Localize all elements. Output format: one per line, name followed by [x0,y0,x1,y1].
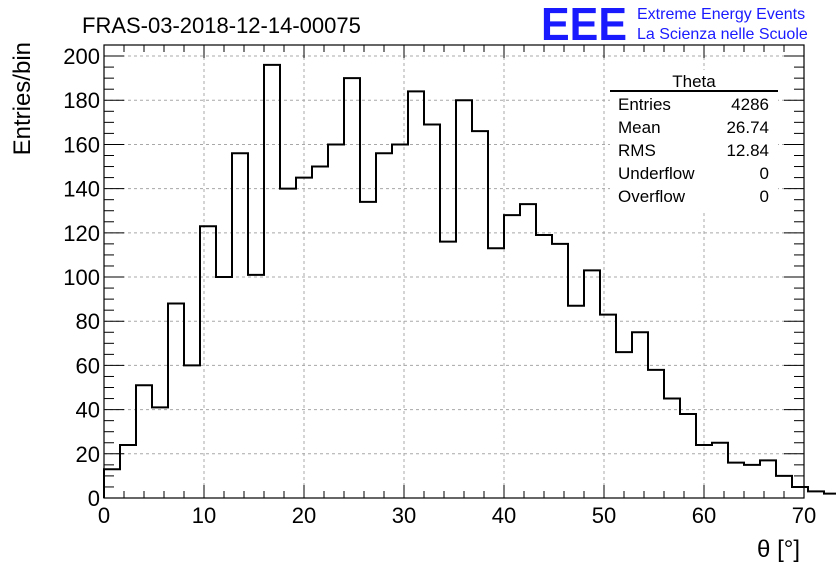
stats-box-background [610,70,778,210]
x-tick-labels: 0 10 20 30 40 50 60 70 [98,503,816,528]
histogram-bin [664,399,680,498]
histogram-bin [504,215,520,498]
plot-frame [103,44,805,499]
y-tick-label: 100 [63,265,100,290]
stats-value-entries: 4286 [731,95,769,114]
stats-label-mean: Mean [618,118,661,137]
histogram-bin [344,78,360,498]
histogram-bin [536,235,552,498]
histogram-bin [264,65,280,498]
histogram-bin [360,202,376,498]
stats-value-mean: 26.74 [726,118,769,137]
y-tick-labels: 0 20 40 60 80 100 120 140 160 180 200 [63,44,100,511]
histogram-outline [103,63,836,498]
chart-title: FRAS-03-2018-12-14-00075 [82,13,361,38]
histogram-bin [296,178,312,498]
stats-value-overflow: 0 [760,187,769,206]
histogram-bin [472,131,488,498]
histogram-bin [280,189,296,498]
x-tick-label: 60 [692,503,716,528]
eee-logo: EEE Extreme Energy Events La Scienza nel… [541,0,808,50]
x-tick-label: 70 [792,503,816,528]
histogram-bin [328,144,344,498]
histogram-bin [712,443,728,498]
stats-label-overflow: Overflow [618,187,686,206]
histogram-bin [104,469,120,498]
x-tick-label: 50 [592,503,616,528]
histogram-bin [760,460,776,498]
histogram-bin [824,494,836,498]
stats-title: Theta [672,72,716,91]
histogram-bin [440,242,456,498]
y-tick-label: 40 [76,398,100,423]
x-tick-label: 30 [392,503,416,528]
y-tick-label: 20 [76,442,100,467]
histogram-bin [408,91,424,498]
histogram-bin [456,100,472,498]
histogram-bin [552,244,568,498]
logo-line-1: Extreme Energy Events [637,6,805,23]
histogram-bin [136,385,152,498]
histogram-bin [808,491,824,498]
y-tick-label: 200 [63,44,100,69]
histogram-bin [792,487,808,498]
histogram-bin [248,275,264,498]
x-axis-label: θ [°] [757,536,800,563]
axis-ticks [103,44,805,499]
histogram-bin [376,153,392,498]
histogram-bin [312,167,328,498]
histogram-bin [184,365,200,498]
histogram-bin [232,153,248,498]
stats-box: Theta Entries 4286 Mean 26.74 RMS 12.84 … [610,70,778,210]
y-tick-label: 80 [76,309,100,334]
logo-line-2: La Scienza nelle Scuole [637,26,808,43]
stats-value-underflow: 0 [760,164,769,183]
histogram-bin [680,414,696,498]
stats-label-entries: Entries [618,95,671,114]
y-tick-label: 180 [63,88,100,113]
y-tick-label: 60 [76,353,100,378]
y-tick-label: 120 [63,221,100,246]
stats-label-rms: RMS [618,141,656,160]
histogram-bin [648,370,664,498]
histogram-bin [392,144,408,498]
histogram-bin [488,248,504,498]
histogram-bin [520,204,536,498]
histogram-bin [776,476,792,498]
x-tick-label: 0 [98,503,110,528]
stats-label-underflow: Underflow [618,164,695,183]
x-tick-label: 20 [292,503,316,528]
y-tick-label: 140 [63,177,100,202]
y-tick-label: 160 [63,132,100,157]
histogram-bin [424,125,440,498]
eee-logo-mark: EEE [541,0,627,50]
histogram-bin [200,226,216,498]
histogram-bin [216,277,232,498]
histogram-bin [600,315,616,498]
histogram-bin [696,445,712,498]
histogram-bin [152,407,168,498]
histogram-bin [120,445,136,498]
x-tick-label: 10 [192,503,216,528]
histogram-bin [616,352,632,498]
y-axis-label: Entries/bin [9,42,36,155]
stats-value-rms: 12.84 [726,141,769,160]
histogram-bin [744,465,760,498]
x-tick-label: 40 [492,503,516,528]
histogram-bin [584,270,600,498]
histogram-bin [568,306,584,498]
histogram-bin [632,332,648,498]
histogram-bin [728,463,744,498]
y-tick-label: 0 [88,486,100,511]
histogram-bin [168,304,184,498]
